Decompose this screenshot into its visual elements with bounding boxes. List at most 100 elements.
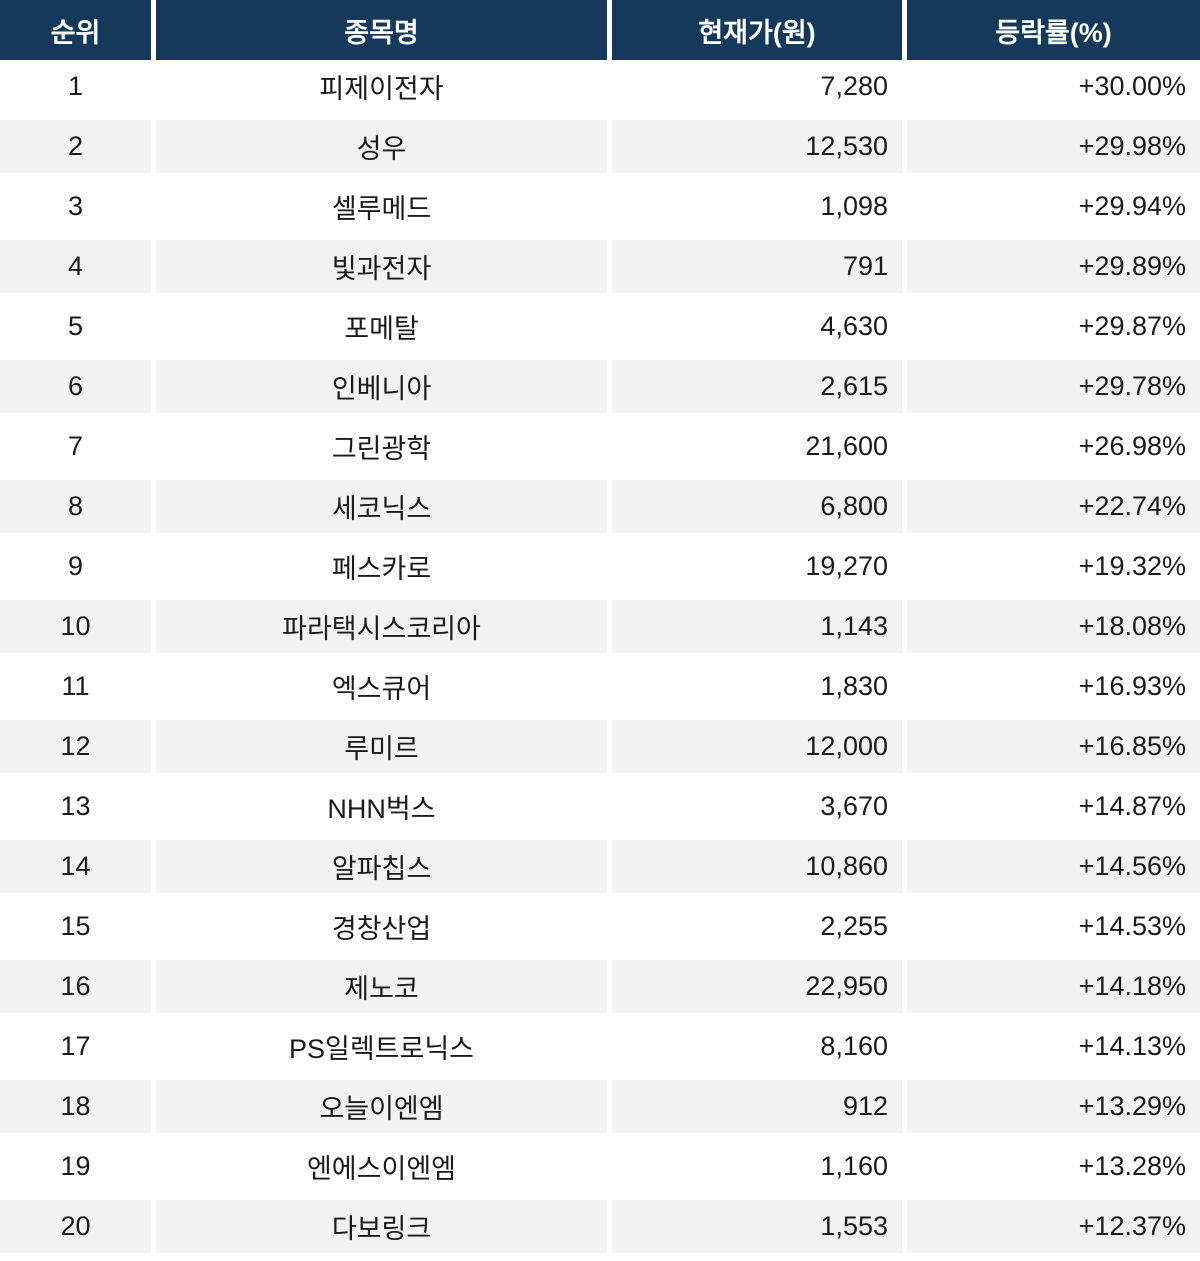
table-row[interactable]: 17 PS일렉트로닉스 8,160 +14.13% [0, 1020, 1200, 1080]
change-cell: +29.78% [907, 360, 1200, 420]
change-cell: +26.98% [907, 420, 1200, 480]
stock-name-cell: 경창산업 [156, 900, 612, 960]
price-cell: 1,830 [612, 660, 907, 720]
header-rank: 순위 [0, 0, 156, 60]
price-cell: 6,800 [612, 480, 907, 540]
stock-name-cell: NHN벅스 [156, 780, 612, 840]
table-row[interactable]: 8 세코닉스 6,800 +22.74% [0, 480, 1200, 540]
price-cell: 12,000 [612, 720, 907, 780]
change-cell: +12.37% [907, 1200, 1200, 1260]
change-cell: +14.87% [907, 780, 1200, 840]
rank-cell: 15 [0, 900, 156, 960]
price-cell: 1,160 [612, 1140, 907, 1200]
stock-name-cell: 인베니아 [156, 360, 612, 420]
table-row[interactable]: 5 포메탈 4,630 +29.87% [0, 300, 1200, 360]
stock-name-cell: 그린광학 [156, 420, 612, 480]
change-cell: +29.94% [907, 180, 1200, 240]
stock-name-cell: 빛과전자 [156, 240, 612, 300]
change-cell: +14.13% [907, 1020, 1200, 1080]
price-cell: 3,670 [612, 780, 907, 840]
price-cell: 19,270 [612, 540, 907, 600]
price-cell: 1,553 [612, 1200, 907, 1260]
table-row[interactable]: 15 경창산업 2,255 +14.53% [0, 900, 1200, 960]
table-row[interactable]: 7 그린광학 21,600 +26.98% [0, 420, 1200, 480]
change-cell: +16.85% [907, 720, 1200, 780]
change-cell: +18.08% [907, 600, 1200, 660]
price-cell: 791 [612, 240, 907, 300]
stock-name-cell: PS일렉트로닉스 [156, 1020, 612, 1080]
change-cell: +13.28% [907, 1140, 1200, 1200]
change-cell: +29.89% [907, 240, 1200, 300]
price-cell: 2,255 [612, 900, 907, 960]
rank-cell: 13 [0, 780, 156, 840]
table-row[interactable]: 3 셀루메드 1,098 +29.94% [0, 180, 1200, 240]
change-cell: +14.53% [907, 900, 1200, 960]
header-change: 등락률(%) [907, 0, 1200, 60]
table-row[interactable]: 2 성우 12,530 +29.98% [0, 120, 1200, 180]
stock-name-cell: 성우 [156, 120, 612, 180]
rank-cell: 1 [0, 60, 156, 120]
stock-name-cell: 피제이전자 [156, 60, 612, 120]
table-row[interactable]: 4 빛과전자 791 +29.89% [0, 240, 1200, 300]
table-row[interactable]: 18 오늘이엔엠 912 +13.29% [0, 1080, 1200, 1140]
change-cell: +14.18% [907, 960, 1200, 1020]
table-row[interactable]: 10 파라택시스코리아 1,143 +18.08% [0, 600, 1200, 660]
stock-name-cell: 세코닉스 [156, 480, 612, 540]
change-cell: +22.74% [907, 480, 1200, 540]
rank-cell: 7 [0, 420, 156, 480]
change-cell: +14.56% [907, 840, 1200, 900]
rank-cell: 5 [0, 300, 156, 360]
rank-cell: 16 [0, 960, 156, 1020]
table-row[interactable]: 6 인베니아 2,615 +29.78% [0, 360, 1200, 420]
price-cell: 1,098 [612, 180, 907, 240]
stock-name-cell: 셀루메드 [156, 180, 612, 240]
price-cell: 7,280 [612, 60, 907, 120]
table-row[interactable]: 1 피제이전자 7,280 +30.00% [0, 60, 1200, 120]
price-cell: 21,600 [612, 420, 907, 480]
stock-name-cell: 알파칩스 [156, 840, 612, 900]
header-price: 현재가(원) [612, 0, 907, 60]
price-cell: 4,630 [612, 300, 907, 360]
price-cell: 8,160 [612, 1020, 907, 1080]
change-cell: +29.98% [907, 120, 1200, 180]
table-row[interactable]: 13 NHN벅스 3,670 +14.87% [0, 780, 1200, 840]
stock-name-cell: 오늘이엔엠 [156, 1080, 612, 1140]
table-row[interactable]: 14 알파칩스 10,860 +14.56% [0, 840, 1200, 900]
rank-cell: 19 [0, 1140, 156, 1200]
stock-name-cell: 엔에스이엔엠 [156, 1140, 612, 1200]
price-cell: 912 [612, 1080, 907, 1140]
stock-name-cell: 제노코 [156, 960, 612, 1020]
table-body: 1 피제이전자 7,280 +30.00% 2 성우 12,530 +29.98… [0, 60, 1200, 1260]
rank-cell: 20 [0, 1200, 156, 1260]
rank-cell: 12 [0, 720, 156, 780]
rank-cell: 14 [0, 840, 156, 900]
table-row[interactable]: 11 엑스큐어 1,830 +16.93% [0, 660, 1200, 720]
table-row[interactable]: 9 페스카로 19,270 +19.32% [0, 540, 1200, 600]
price-cell: 1,143 [612, 600, 907, 660]
rank-cell: 9 [0, 540, 156, 600]
rank-cell: 2 [0, 120, 156, 180]
header-name: 종목명 [156, 0, 612, 60]
price-cell: 22,950 [612, 960, 907, 1020]
table-row[interactable]: 19 엔에스이엔엠 1,160 +13.28% [0, 1140, 1200, 1200]
price-cell: 12,530 [612, 120, 907, 180]
rank-cell: 18 [0, 1080, 156, 1140]
rank-cell: 4 [0, 240, 156, 300]
rank-cell: 10 [0, 600, 156, 660]
stock-name-cell: 파라택시스코리아 [156, 600, 612, 660]
table-row[interactable]: 16 제노코 22,950 +14.18% [0, 960, 1200, 1020]
price-cell: 2,615 [612, 360, 907, 420]
change-cell: +30.00% [907, 60, 1200, 120]
table-header-row: 순위 종목명 현재가(원) 등락률(%) [0, 0, 1200, 60]
rank-cell: 8 [0, 480, 156, 540]
table-row[interactable]: 20 다보링크 1,553 +12.37% [0, 1200, 1200, 1260]
table-row[interactable]: 12 루미르 12,000 +16.85% [0, 720, 1200, 780]
stock-name-cell: 다보링크 [156, 1200, 612, 1260]
stock-name-cell: 페스카로 [156, 540, 612, 600]
rank-cell: 17 [0, 1020, 156, 1080]
change-cell: +13.29% [907, 1080, 1200, 1140]
change-cell: +16.93% [907, 660, 1200, 720]
stock-name-cell: 포메탈 [156, 300, 612, 360]
rank-cell: 3 [0, 180, 156, 240]
